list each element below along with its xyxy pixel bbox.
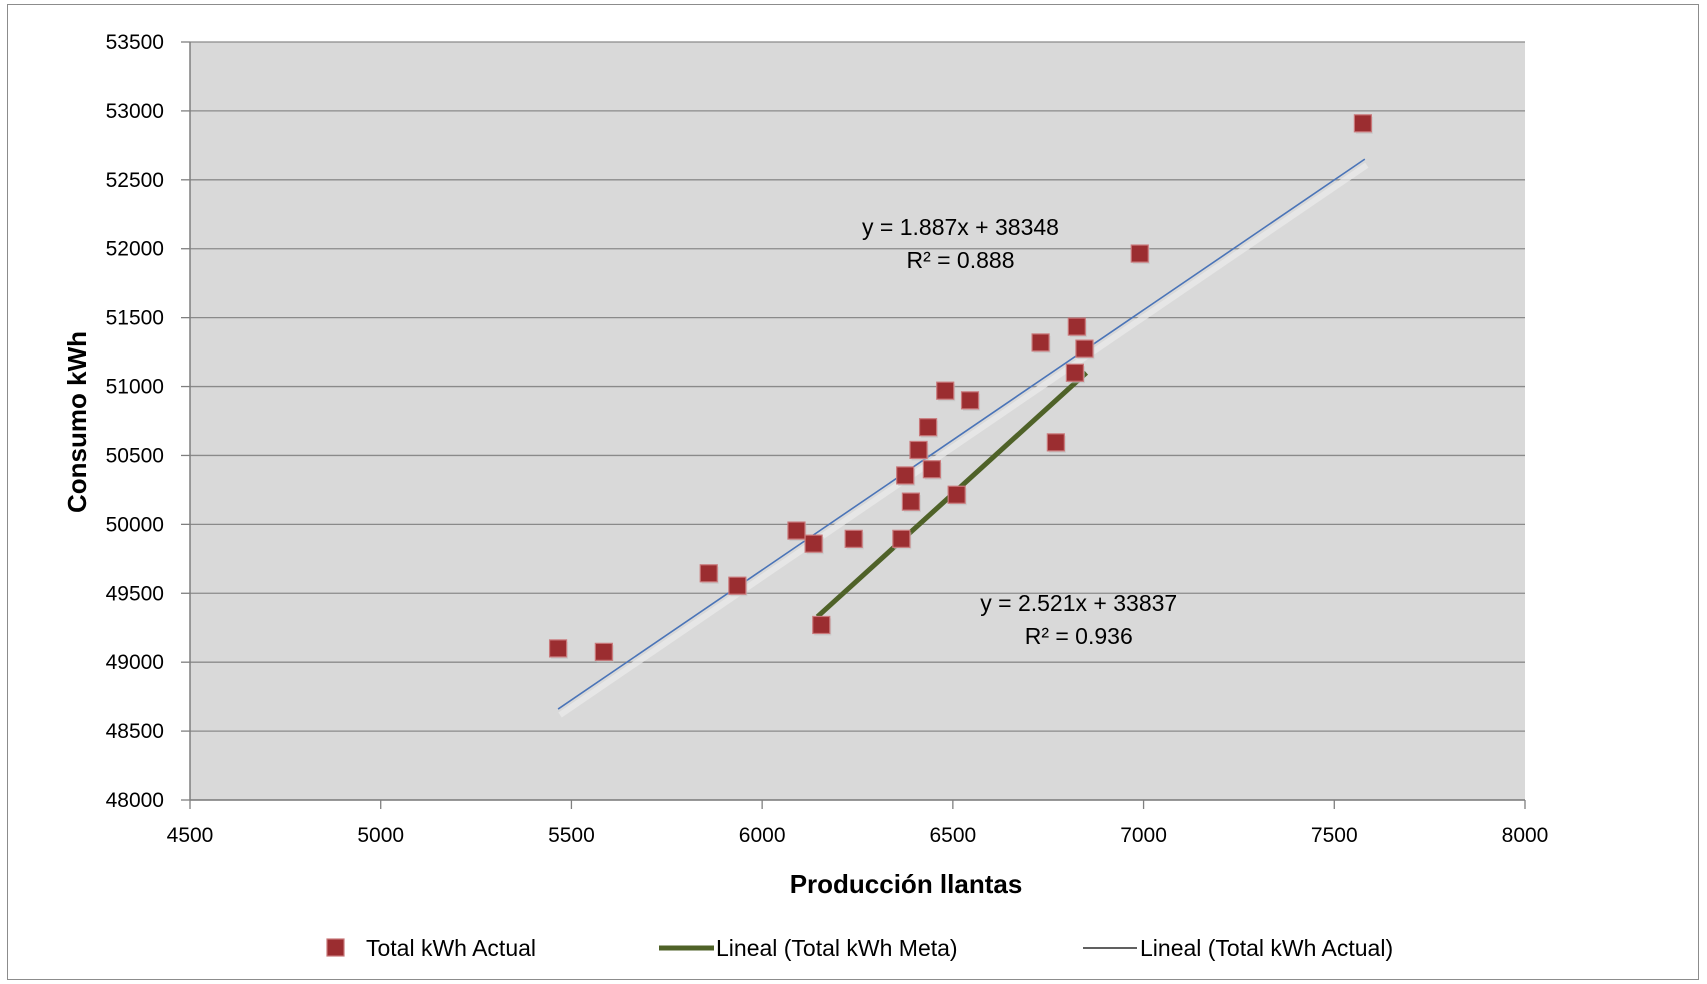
axes: 48000 48500 49000 49500 50000 50500 51000 51500… [106, 31, 1549, 847]
y-tick-label: 53500 [106, 31, 164, 54]
y-tick-label: 48000 [106, 789, 164, 812]
data-point [1065, 363, 1085, 382]
y-axis-title: Consumo kWh [62, 331, 92, 513]
data-point [918, 418, 938, 437]
trend-r-squared: R² = 0.936 [1025, 623, 1133, 649]
x-tick-label: 4500 [167, 824, 214, 847]
trend-equation: y = 2.521x + 33837 [980, 590, 1177, 616]
x-axis-title: Producción llantas [790, 869, 1023, 899]
x-tick-label: 6500 [929, 824, 976, 847]
data-point [947, 485, 966, 504]
trend-equation: y = 1.887x + 38348 [862, 214, 1059, 240]
data-point [1067, 317, 1086, 336]
y-tick-label: 52500 [106, 169, 164, 192]
data-point [594, 642, 613, 661]
legend: Total kWh Actual Lineal (Total kWh Meta) L… [326, 935, 1393, 961]
data-point [548, 639, 568, 658]
data-point [844, 529, 863, 548]
x-tick-label: 5500 [548, 824, 595, 847]
trendline-actual [557, 158, 1366, 710]
y-tick-label: 49500 [106, 582, 164, 605]
data-point [922, 460, 941, 479]
legend-label-actual: Total kWh Actual [366, 935, 536, 961]
data-point [804, 534, 823, 553]
data-point [1046, 433, 1065, 452]
x-tick-label: 8000 [1502, 824, 1549, 847]
plot-area [190, 42, 1525, 800]
y-tick-label: 50000 [106, 513, 164, 536]
data-point [896, 466, 915, 485]
data-point [1353, 114, 1372, 133]
data-point [1075, 339, 1094, 358]
data-point [936, 381, 955, 400]
trend-r-squared: R² = 0.888 [906, 247, 1014, 273]
y-tick-label: 49000 [106, 651, 164, 674]
data-point [1130, 244, 1149, 263]
legend-label-actual-trend: Lineal (Total kWh Actual) [1140, 935, 1393, 961]
legend-marker-actual [326, 938, 345, 957]
legend-label-meta: Lineal (Total kWh Meta) [716, 935, 958, 961]
trend-equations: y = 1.887x + 38348 R² = 0.888 y = 2.521x +… [862, 214, 1177, 649]
y-tick-label: 50500 [106, 444, 164, 467]
x-tick-label: 5000 [357, 824, 404, 847]
data-markers [548, 114, 1373, 663]
data-point [892, 529, 911, 548]
data-point [699, 564, 718, 583]
data-point [1031, 333, 1050, 352]
data-point [787, 521, 806, 540]
data-point [909, 440, 928, 460]
data-point [728, 576, 747, 595]
x-tick-label: 6000 [739, 824, 786, 847]
x-tick-label: 7000 [1120, 824, 1167, 847]
data-point [812, 615, 831, 635]
y-tick-label: 51500 [106, 307, 164, 330]
y-tick-label: 48500 [106, 720, 164, 743]
trendline-actual-shadow [558, 162, 1369, 718]
data-point [960, 391, 980, 410]
x-tick-label: 7500 [1311, 824, 1358, 847]
data-point [901, 492, 921, 511]
y-tick-label: 53000 [106, 100, 164, 123]
y-tick-label: 52000 [106, 238, 164, 261]
y-tick-label: 51000 [106, 376, 164, 399]
